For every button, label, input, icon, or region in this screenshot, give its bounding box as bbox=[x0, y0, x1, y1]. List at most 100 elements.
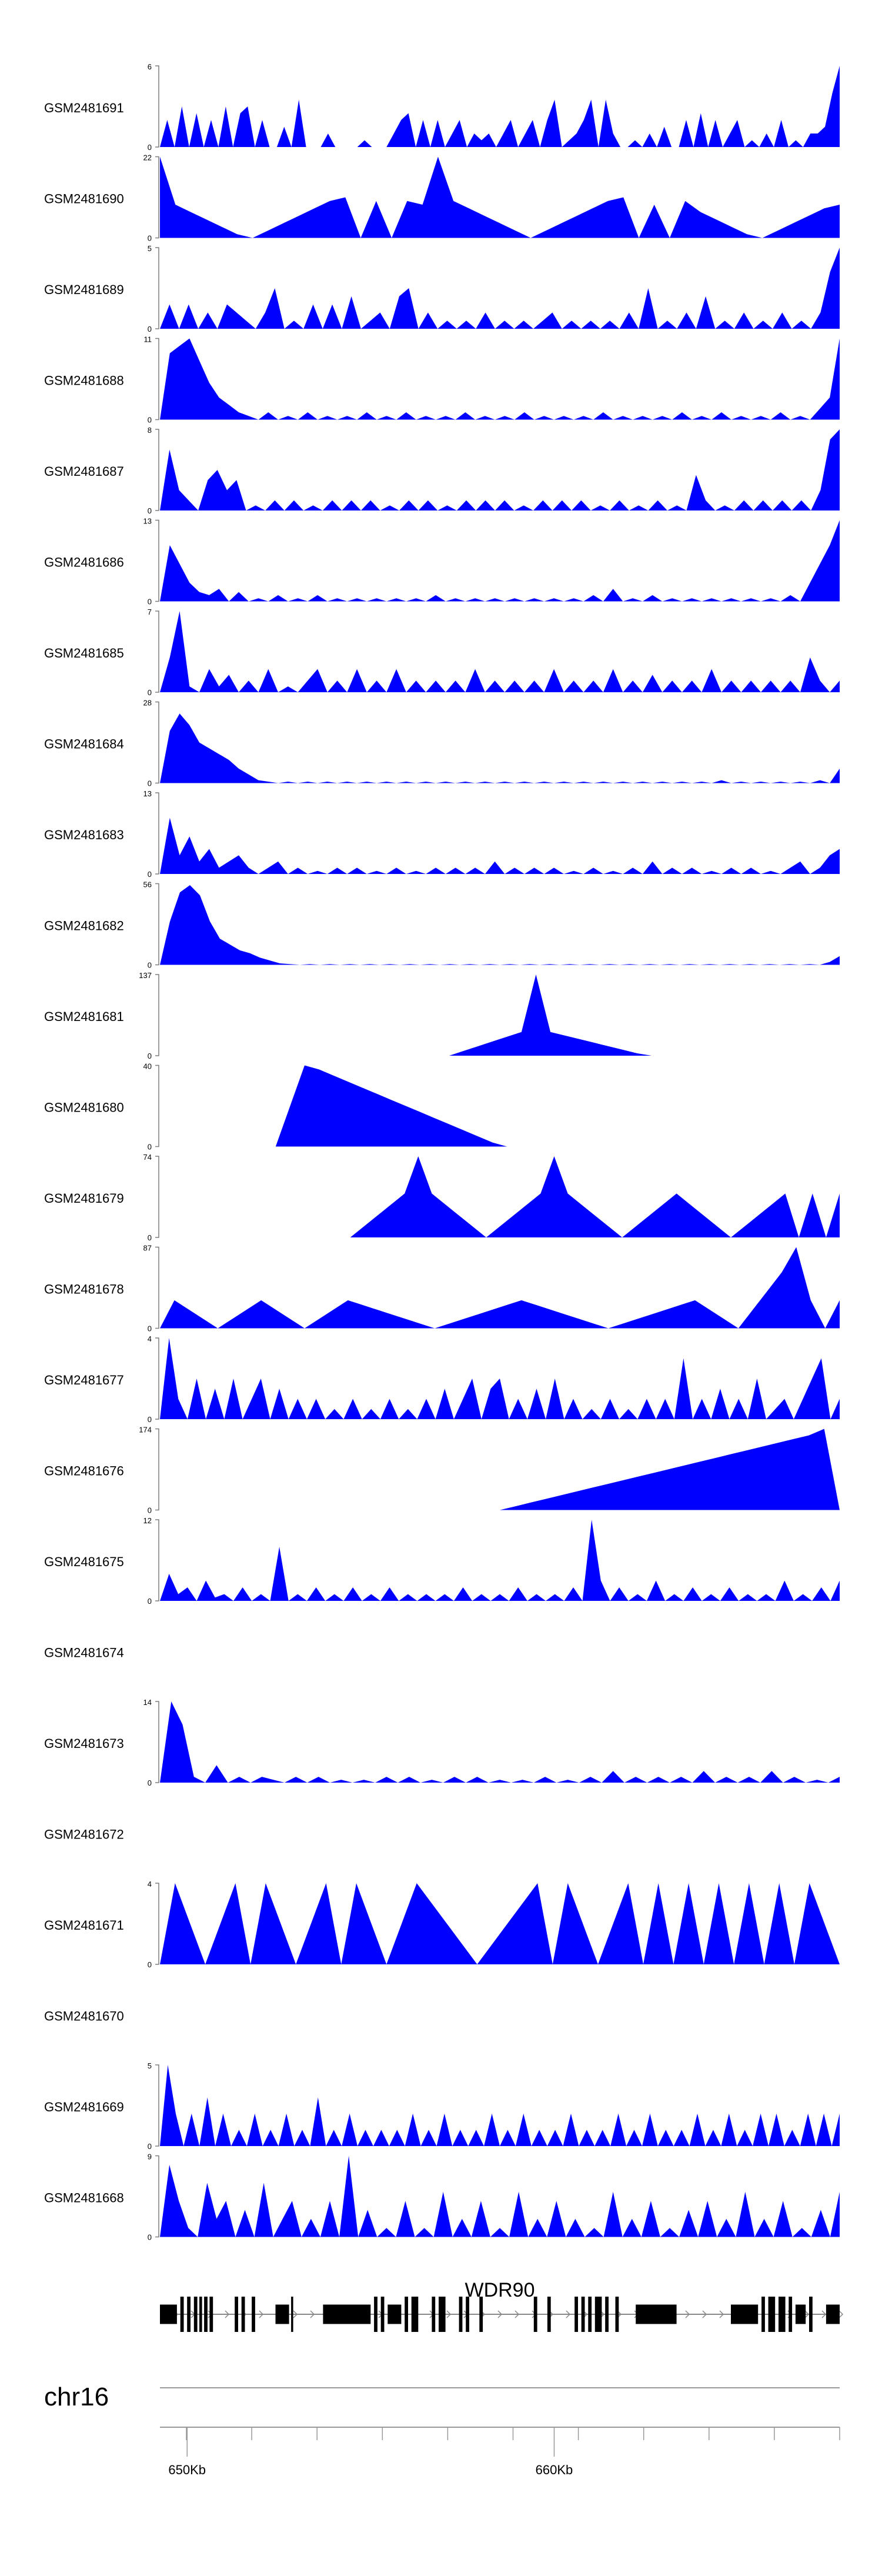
track-label: GSM2481674 bbox=[44, 1646, 124, 1660]
y-max-label: 22 bbox=[143, 154, 152, 162]
exon bbox=[193, 2297, 198, 2332]
y-max-label: 4 bbox=[148, 1880, 152, 1888]
exon bbox=[466, 2297, 469, 2332]
exon bbox=[479, 2297, 483, 2332]
y-axis bbox=[155, 792, 159, 875]
y-min-label: 0 bbox=[148, 1233, 152, 1242]
y-axis bbox=[155, 1883, 159, 1965]
exon bbox=[241, 2297, 245, 2332]
track-GSM2481686: GSM2481686 13 0 bbox=[44, 517, 840, 606]
y-axis bbox=[155, 1246, 159, 1329]
coverage-area bbox=[160, 66, 840, 147]
strand-arrow bbox=[293, 2310, 298, 2318]
exon bbox=[275, 2304, 289, 2324]
track-GSM2481674: GSM2481674 bbox=[44, 1646, 124, 1660]
strand-arrow bbox=[566, 2310, 571, 2318]
coverage-area bbox=[160, 1701, 840, 1783]
strand-arrow bbox=[821, 2310, 827, 2318]
exon bbox=[594, 2297, 602, 2332]
y-max-label: 56 bbox=[143, 880, 152, 889]
y-axis bbox=[155, 1519, 159, 1601]
y-axis bbox=[155, 883, 159, 966]
exon bbox=[405, 2297, 408, 2332]
track-GSM2481671: GSM2481671 4 0 bbox=[44, 1880, 840, 1969]
track-label: GSM2481678 bbox=[44, 1282, 124, 1297]
y-min-label: 0 bbox=[148, 1778, 152, 1787]
y-axis bbox=[155, 701, 159, 784]
y-axis bbox=[155, 156, 159, 239]
y-axis bbox=[155, 1156, 159, 1238]
exon bbox=[795, 2304, 806, 2324]
exon bbox=[731, 2304, 759, 2324]
y-axis bbox=[155, 519, 159, 602]
track-label: GSM2481682 bbox=[44, 919, 124, 933]
y-max-label: 28 bbox=[143, 699, 152, 708]
track-GSM2481685: GSM2481685 7 0 bbox=[44, 608, 840, 697]
y-min-label: 0 bbox=[148, 598, 152, 606]
y-max-label: 87 bbox=[143, 1244, 152, 1253]
exon bbox=[809, 2297, 813, 2332]
exon bbox=[605, 2297, 609, 2332]
track-GSM2481673: GSM2481673 14 0 bbox=[44, 1698, 840, 1787]
y-min-label: 0 bbox=[148, 2142, 152, 2151]
coverage-area bbox=[160, 520, 840, 602]
y-max-label: 8 bbox=[148, 426, 152, 435]
y-axis bbox=[155, 1337, 159, 1420]
exon bbox=[636, 2304, 677, 2324]
track-GSM2481678: GSM2481678 87 0 bbox=[44, 1244, 840, 1333]
y-max-label: 5 bbox=[148, 2061, 152, 2070]
x-tick-label: 650Kb bbox=[168, 2462, 206, 2477]
x-tick-label: 660Kb bbox=[536, 2462, 573, 2477]
coverage-area bbox=[160, 817, 840, 874]
exon bbox=[204, 2297, 208, 2332]
y-min-label: 0 bbox=[148, 143, 152, 152]
track-GSM2481691: GSM2481691 6 0 bbox=[44, 62, 840, 152]
track-GSM2481668: GSM2481668 9 0 bbox=[44, 2153, 840, 2242]
exon bbox=[826, 2304, 840, 2324]
track-label: GSM2481677 bbox=[44, 1373, 124, 1387]
gene-track: WDR90 bbox=[160, 2279, 844, 2332]
y-min-label: 0 bbox=[148, 1143, 152, 1152]
track-GSM2481684: GSM2481684 28 0 bbox=[44, 699, 840, 788]
exon bbox=[789, 2297, 793, 2332]
y-max-label: 137 bbox=[139, 971, 152, 980]
coverage-area bbox=[160, 1429, 840, 1510]
y-min-label: 0 bbox=[148, 1415, 152, 1424]
track-GSM2481689: GSM2481689 5 0 bbox=[44, 244, 840, 333]
y-axis bbox=[155, 2155, 159, 2238]
exon bbox=[459, 2297, 463, 2332]
strand-arrow bbox=[685, 2310, 690, 2318]
y-min-label: 0 bbox=[148, 416, 152, 425]
y-axis bbox=[155, 1428, 159, 1511]
y-max-label: 174 bbox=[139, 1426, 152, 1434]
y-max-label: 74 bbox=[143, 1153, 152, 1162]
track-label: GSM2481675 bbox=[44, 1554, 124, 1569]
coverage-area bbox=[160, 2065, 840, 2146]
track-label: GSM2481673 bbox=[44, 1736, 124, 1751]
track-label: GSM2481688 bbox=[44, 373, 124, 388]
coverage-area bbox=[160, 1883, 840, 1964]
track-GSM2481672: GSM2481672 bbox=[44, 1827, 124, 1842]
coverage-area bbox=[160, 713, 840, 783]
exon bbox=[588, 2297, 592, 2332]
y-max-label: 14 bbox=[143, 1698, 152, 1707]
track-label: GSM2481684 bbox=[44, 737, 124, 752]
y-max-label: 12 bbox=[143, 1516, 152, 1525]
exon bbox=[235, 2297, 238, 2332]
exon bbox=[291, 2297, 293, 2332]
strand-arrow bbox=[259, 2310, 264, 2318]
y-axis bbox=[155, 247, 159, 329]
y-axis bbox=[155, 338, 159, 421]
y-axis bbox=[155, 610, 159, 693]
exon bbox=[380, 2297, 385, 2332]
exon bbox=[209, 2297, 213, 2332]
strand-arrow bbox=[497, 2310, 503, 2318]
y-axis bbox=[155, 974, 159, 1056]
y-axis bbox=[155, 65, 159, 148]
y-min-label: 0 bbox=[148, 234, 152, 243]
y-axis bbox=[155, 2064, 159, 2147]
coverage-area bbox=[160, 1520, 840, 1601]
track-label: GSM2481672 bbox=[44, 1827, 124, 1842]
strand-arrow bbox=[446, 2310, 452, 2318]
